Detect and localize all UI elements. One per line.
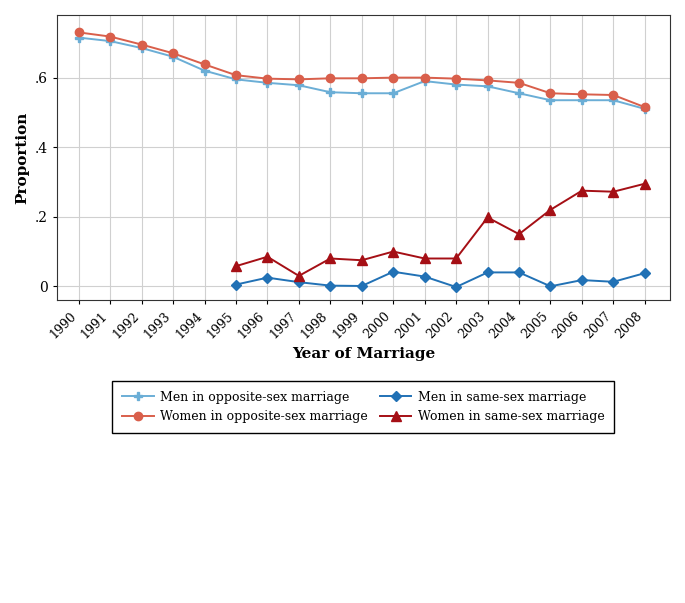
Legend: Men in opposite-sex marriage, Women in opposite-sex marriage, Men in same-sex ma: Men in opposite-sex marriage, Women in o… <box>112 380 614 433</box>
X-axis label: Year of Marriage: Year of Marriage <box>292 347 435 361</box>
Y-axis label: Proportion: Proportion <box>15 112 29 204</box>
